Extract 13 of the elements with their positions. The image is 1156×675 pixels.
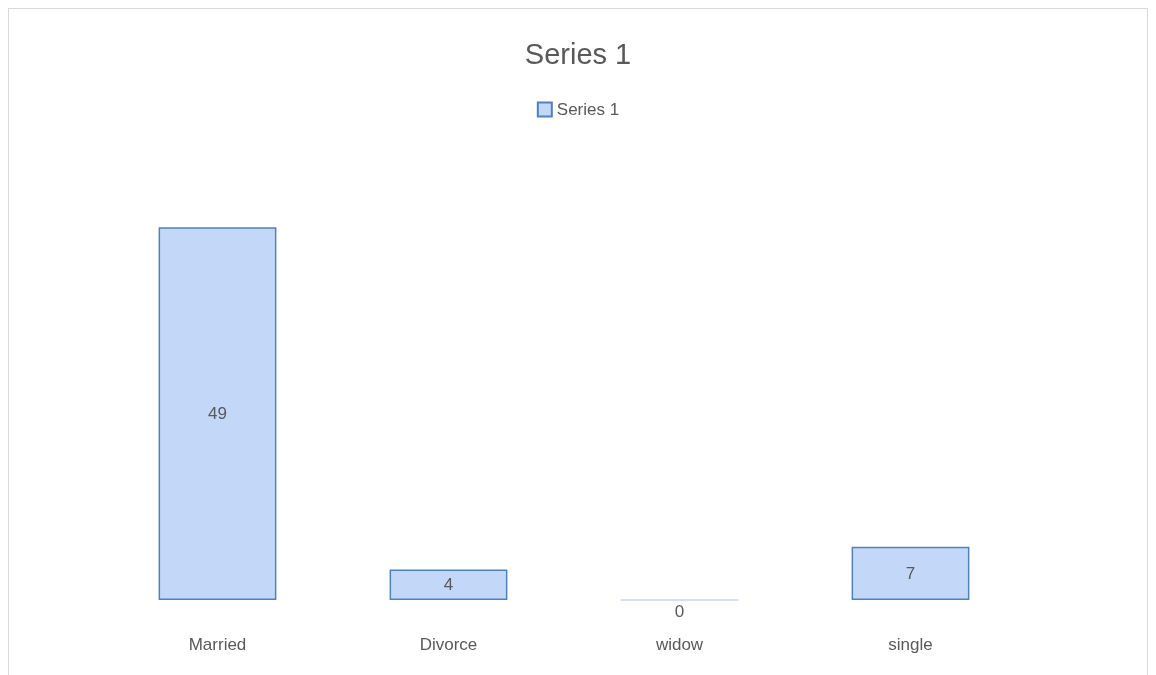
bar [389, 569, 508, 600]
bar [158, 227, 277, 600]
x-tick-label: Married [188, 635, 247, 654]
data-label: 4 [443, 575, 454, 595]
x-tick-label: Divorce [419, 635, 478, 654]
data-label: 49 [208, 404, 227, 424]
chart-title: Series 1 [524, 37, 632, 70]
legend-label: Series 1 [556, 100, 620, 119]
data-label: 0 [674, 601, 685, 621]
x-tick-label: widow [654, 635, 704, 654]
data-label: 7 [905, 563, 916, 583]
x-tick-label: single [888, 635, 933, 654]
bar [851, 546, 970, 600]
